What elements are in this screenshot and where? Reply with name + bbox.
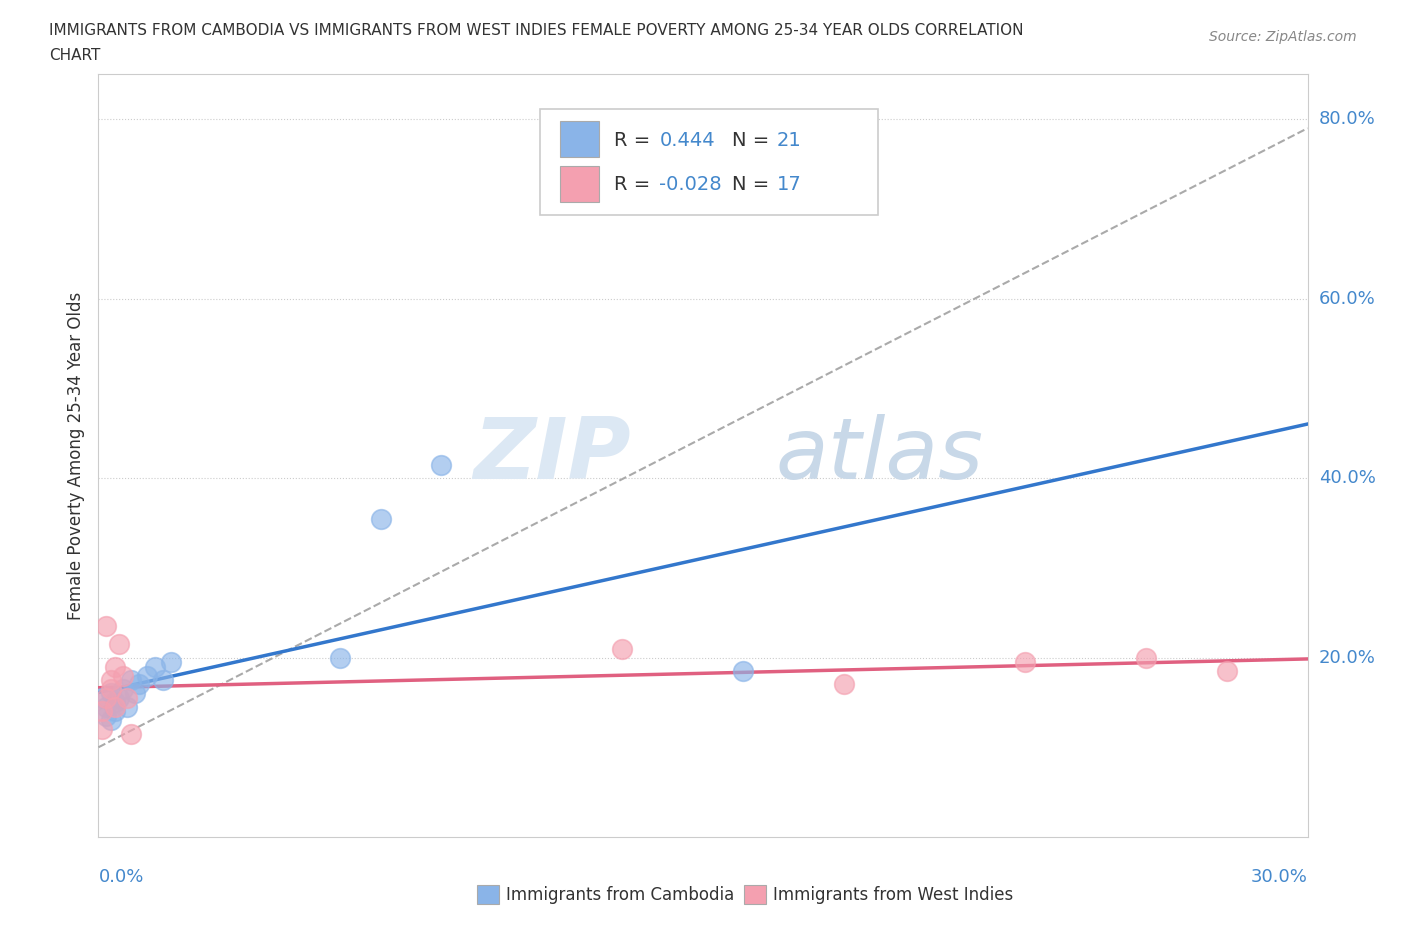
Point — [96, 709, 118, 724]
Text: ZIP: ZIP — [472, 414, 630, 498]
Text: -0.028: -0.028 — [659, 176, 723, 194]
Text: IMMIGRANTS FROM CAMBODIA VS IMMIGRANTS FROM WEST INDIES FEMALE POVERTY AMONG 25-: IMMIGRANTS FROM CAMBODIA VS IMMIGRANTS F… — [49, 23, 1024, 38]
Text: 20.0%: 20.0% — [1319, 648, 1375, 667]
Point — [96, 690, 118, 705]
Point — [115, 690, 138, 705]
Point — [103, 659, 125, 674]
Point — [100, 713, 122, 728]
Point — [612, 641, 634, 656]
Point — [430, 458, 453, 472]
Text: 30.0%: 30.0% — [1251, 868, 1308, 885]
Bar — [744, 885, 766, 904]
Point — [120, 672, 142, 687]
Point — [103, 695, 125, 710]
Point — [111, 682, 134, 697]
Point — [733, 664, 755, 679]
Point — [96, 618, 118, 633]
Point — [107, 637, 129, 652]
Text: Immigrants from West Indies: Immigrants from West Indies — [773, 885, 1014, 904]
Point — [91, 722, 114, 737]
Bar — [477, 885, 499, 904]
Point — [124, 686, 146, 701]
Text: 60.0%: 60.0% — [1319, 289, 1375, 308]
Point — [370, 512, 392, 526]
Text: 40.0%: 40.0% — [1319, 469, 1375, 487]
Text: R =: R = — [613, 131, 657, 150]
Bar — [561, 166, 599, 202]
Point — [115, 699, 138, 714]
Text: N =: N = — [733, 176, 776, 194]
Text: atlas: atlas — [776, 414, 984, 498]
Text: N =: N = — [733, 131, 776, 150]
Text: Immigrants from Cambodia: Immigrants from Cambodia — [506, 885, 734, 904]
Point — [1216, 664, 1239, 679]
Point — [96, 699, 118, 714]
Text: 80.0%: 80.0% — [1319, 111, 1375, 128]
Point — [103, 704, 125, 719]
Point — [135, 668, 157, 683]
Point — [100, 672, 122, 687]
Point — [91, 704, 114, 719]
Text: CHART: CHART — [49, 48, 101, 63]
FancyBboxPatch shape — [540, 109, 879, 216]
Point — [103, 699, 125, 714]
Point — [160, 655, 183, 670]
Text: Source: ZipAtlas.com: Source: ZipAtlas.com — [1209, 30, 1357, 44]
Point — [152, 672, 174, 687]
Point — [111, 668, 134, 683]
Point — [91, 690, 114, 705]
Point — [1135, 650, 1157, 665]
Text: 0.0%: 0.0% — [98, 868, 143, 885]
Text: R =: R = — [613, 176, 657, 194]
Point — [329, 650, 352, 665]
Bar — [561, 121, 599, 157]
Point — [100, 682, 122, 697]
Point — [100, 686, 122, 701]
Text: 0.444: 0.444 — [659, 131, 716, 150]
Point — [1014, 655, 1036, 670]
Point — [107, 690, 129, 705]
Y-axis label: Female Poverty Among 25-34 Year Olds: Female Poverty Among 25-34 Year Olds — [66, 292, 84, 619]
Text: 17: 17 — [776, 176, 801, 194]
Point — [120, 726, 142, 741]
Point — [128, 677, 150, 692]
Text: 21: 21 — [776, 131, 801, 150]
Point — [832, 677, 855, 692]
Point — [143, 659, 166, 674]
